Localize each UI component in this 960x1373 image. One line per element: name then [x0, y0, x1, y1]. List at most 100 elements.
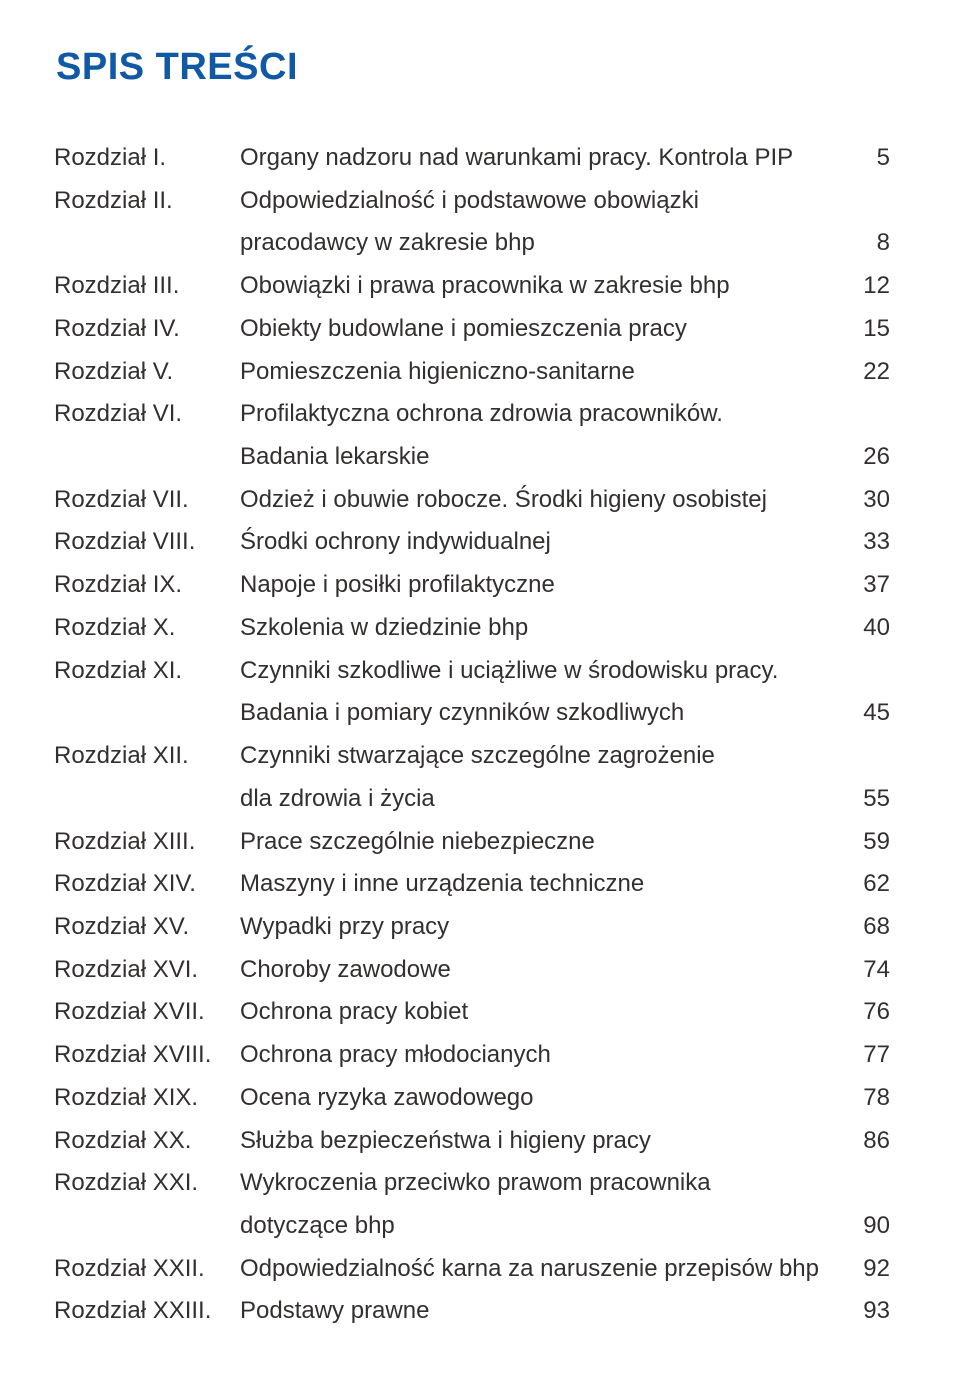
entry-text: pracodawcy w zakresie bhp: [240, 222, 850, 265]
toc-row: dotyczące bhp90: [54, 1205, 890, 1248]
toc-row: pracodawcy w zakresie bhp8: [54, 222, 890, 265]
chapter-label: Rozdział XIX.: [54, 1077, 240, 1120]
page-number: 37: [850, 564, 890, 607]
entry-text: Odzież i obuwie robocze. Środki higieny …: [240, 479, 850, 522]
page-number: 77: [850, 1034, 890, 1077]
toc-row: Rozdział II.Odpowiedzialność i podstawow…: [54, 180, 890, 223]
entry-text: Ochrona pracy młodocianych: [240, 1034, 850, 1077]
toc-row: Rozdział III.Obowiązki i prawa pracownik…: [54, 265, 890, 308]
chapter-label: Rozdział XII.: [54, 735, 240, 778]
page-number: 93: [850, 1290, 890, 1333]
entry-text: Napoje i posiłki profilaktyczne: [240, 564, 850, 607]
entry-text: Prace szczególnie niebezpieczne: [240, 821, 850, 864]
table-of-contents: Rozdział I.Organy nadzoru nad warunkami …: [54, 137, 890, 1333]
toc-row: Rozdział XVIII.Ochrona pracy młodocianyc…: [54, 1034, 890, 1077]
toc-row: Rozdział X.Szkolenia w dziedzinie bhp40: [54, 607, 890, 650]
entry-text: Pomieszczenia higieniczno-sanitarne: [240, 351, 850, 394]
toc-row: Rozdział I.Organy nadzoru nad warunkami …: [54, 137, 890, 180]
toc-row: Rozdział XXI.Wykroczenia przeciwko prawo…: [54, 1162, 890, 1205]
toc-row: Badania lekarskie26: [54, 436, 890, 479]
toc-row: Rozdział IV.Obiekty budowlane i pomieszc…: [54, 308, 890, 351]
page-number: 55: [850, 778, 890, 821]
toc-row: Rozdział XXII.Odpowiedzialność karna za …: [54, 1248, 890, 1291]
document-page: SPIS TREŚCI Rozdział I.Organy nadzoru na…: [0, 0, 960, 1373]
entry-text: Wykroczenia przeciwko prawom pracownika: [240, 1162, 850, 1205]
entry-text: dla zdrowia i życia: [240, 778, 850, 821]
chapter-label: Rozdział XVI.: [54, 949, 240, 992]
toc-row: Rozdział XII.Czynniki stwarzające szczeg…: [54, 735, 890, 778]
entry-text: Organy nadzoru nad warunkami pracy. Kont…: [240, 137, 850, 180]
entry-text: Ochrona pracy kobiet: [240, 991, 850, 1034]
chapter-label: Rozdział XV.: [54, 906, 240, 949]
entry-text: Środki ochrony indywidualnej: [240, 521, 850, 564]
chapter-label: Rozdział VIII.: [54, 521, 240, 564]
toc-row: Rozdział VI.Profilaktyczna ochrona zdrow…: [54, 393, 890, 436]
page-number: 90: [850, 1205, 890, 1248]
page-number: 22: [850, 351, 890, 394]
page-number: 74: [850, 949, 890, 992]
chapter-label: Rozdział IX.: [54, 564, 240, 607]
entry-text: Choroby zawodowe: [240, 949, 850, 992]
toc-row: Rozdział XV.Wypadki przy pracy68: [54, 906, 890, 949]
page-number: 76: [850, 991, 890, 1034]
toc-row: Rozdział IX.Napoje i posiłki profilaktyc…: [54, 564, 890, 607]
page-number: 33: [850, 521, 890, 564]
entry-text: Obowiązki i prawa pracownika w zakresie …: [240, 265, 850, 308]
toc-row: Rozdział XX.Służba bezpieczeństwa i higi…: [54, 1120, 890, 1163]
entry-text: Służba bezpieczeństwa i higieny pracy: [240, 1120, 850, 1163]
chapter-label: Rozdział III.: [54, 265, 240, 308]
chapter-label: Rozdział XXI.: [54, 1162, 240, 1205]
page-number: 45: [850, 692, 890, 735]
page-number: 86: [850, 1120, 890, 1163]
page-number: 40: [850, 607, 890, 650]
page-number: 68: [850, 906, 890, 949]
entry-text: Czynniki stwarzające szczególne zagrożen…: [240, 735, 850, 778]
page-number: 26: [850, 436, 890, 479]
entry-text: Czynniki szkodliwe i uciążliwe w środowi…: [240, 650, 850, 693]
entry-text: Maszyny i inne urządzenia techniczne: [240, 863, 850, 906]
chapter-label: Rozdział XVII.: [54, 991, 240, 1034]
page-number: 5: [850, 137, 890, 180]
toc-row: Badania i pomiary czynników szkodliwych4…: [54, 692, 890, 735]
entry-text: Badania i pomiary czynników szkodliwych: [240, 692, 850, 735]
toc-row: Rozdział XVI.Choroby zawodowe74: [54, 949, 890, 992]
toc-row: Rozdział V.Pomieszczenia higieniczno-san…: [54, 351, 890, 394]
chapter-label: Rozdział V.: [54, 351, 240, 394]
toc-row: dla zdrowia i życia55: [54, 778, 890, 821]
toc-row: Rozdział XIII.Prace szczególnie niebezpi…: [54, 821, 890, 864]
entry-text: Wypadki przy pracy: [240, 906, 850, 949]
page-number: 62: [850, 863, 890, 906]
toc-row: Rozdział VII.Odzież i obuwie robocze. Śr…: [54, 479, 890, 522]
page-number: 30: [850, 479, 890, 522]
chapter-label: Rozdział XIV.: [54, 863, 240, 906]
entry-text: Profilaktyczna ochrona zdrowia pracownik…: [240, 393, 850, 436]
chapter-label: Rozdział II.: [54, 180, 240, 223]
chapter-label: Rozdział XIII.: [54, 821, 240, 864]
entry-text: Podstawy prawne: [240, 1290, 850, 1333]
chapter-label: Rozdział IV.: [54, 308, 240, 351]
chapter-label: Rozdział VII.: [54, 479, 240, 522]
entry-text: Odpowiedzialność karna za naruszenie prz…: [240, 1248, 850, 1291]
toc-row: Rozdział XXIII.Podstawy prawne93: [54, 1290, 890, 1333]
entry-text: Badania lekarskie: [240, 436, 850, 479]
page-number: 15: [850, 308, 890, 351]
entry-text: Obiekty budowlane i pomieszczenia pracy: [240, 308, 850, 351]
chapter-label: Rozdział XXIII.: [54, 1290, 240, 1333]
chapter-label: Rozdział XXII.: [54, 1248, 240, 1291]
entry-text: Ocena ryzyka zawodowego: [240, 1077, 850, 1120]
page-number: 8: [850, 222, 890, 265]
toc-row: Rozdział XI.Czynniki szkodliwe i uciążli…: [54, 650, 890, 693]
toc-row: Rozdział XIV.Maszyny i inne urządzenia t…: [54, 863, 890, 906]
page-number: 92: [850, 1248, 890, 1291]
toc-row: Rozdział VIII.Środki ochrony indywidualn…: [54, 521, 890, 564]
page-number: 12: [850, 265, 890, 308]
entry-text: Odpowiedzialność i podstawowe obowiązki: [240, 180, 850, 223]
chapter-label: Rozdział I.: [54, 137, 240, 180]
entry-text: dotyczące bhp: [240, 1205, 850, 1248]
page-title: SPIS TREŚCI: [56, 46, 890, 89]
chapter-label: Rozdział XX.: [54, 1120, 240, 1163]
chapter-label: Rozdział XI.: [54, 650, 240, 693]
chapter-label: Rozdział XVIII.: [54, 1034, 240, 1077]
page-number: 78: [850, 1077, 890, 1120]
entry-text: Szkolenia w dziedzinie bhp: [240, 607, 850, 650]
